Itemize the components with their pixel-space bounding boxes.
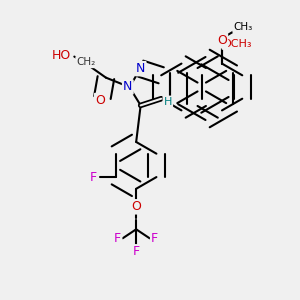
Text: H: H — [164, 97, 172, 107]
Text: HO: HO — [52, 49, 71, 62]
Text: O: O — [95, 94, 105, 107]
Text: N: N — [136, 62, 145, 75]
Text: O: O — [217, 34, 227, 47]
Text: F: F — [151, 232, 158, 245]
Text: F: F — [114, 232, 121, 245]
Text: OCH₃: OCH₃ — [223, 39, 252, 49]
Text: F: F — [133, 245, 140, 258]
Text: O: O — [131, 200, 141, 213]
Text: F: F — [89, 171, 97, 184]
Text: CH₃: CH₃ — [233, 22, 253, 32]
Text: CH₂: CH₂ — [76, 57, 96, 67]
Text: N: N — [123, 80, 133, 94]
